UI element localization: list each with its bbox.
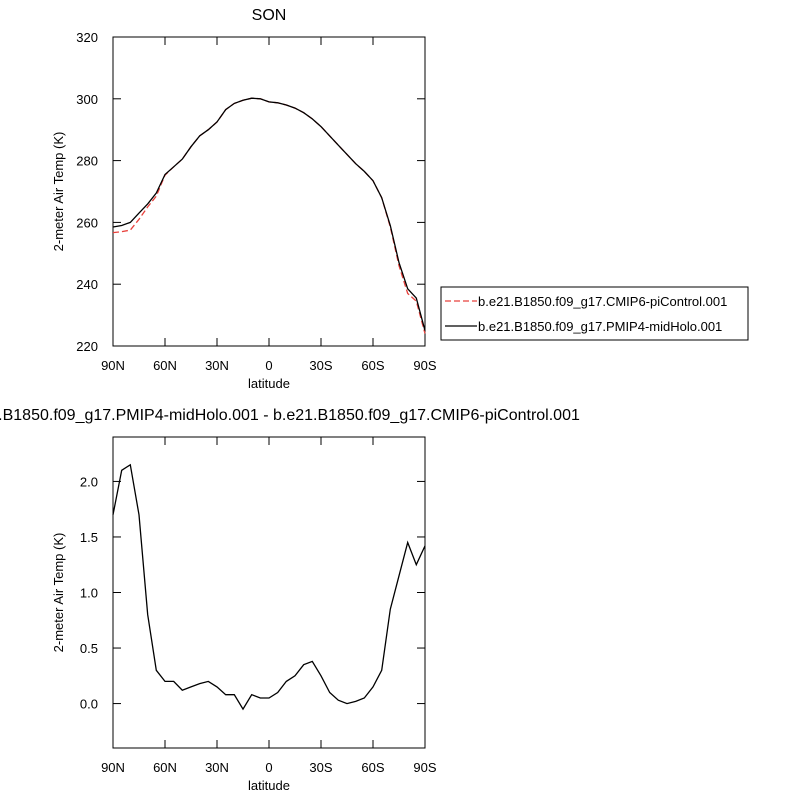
- chart-title: SON: [252, 7, 287, 24]
- x-tick-label: 0: [265, 760, 272, 775]
- x-tick-label: 60N: [153, 760, 177, 775]
- x-tick-label: 30S: [309, 358, 332, 373]
- x-tick-label: 30N: [205, 760, 229, 775]
- y-tick-label: 280: [76, 154, 98, 169]
- y-tick-label: 1.0: [80, 586, 98, 601]
- x-axis-label: latitude: [248, 778, 290, 793]
- y-axis-label: 2-meter Air Temp (K): [51, 132, 66, 252]
- chart-title: b.e21.B1850.f09_g17.PMIP4-midHolo.001 - …: [0, 407, 580, 424]
- y-tick-label: 1.5: [80, 530, 98, 545]
- x-tick-label: 90S: [413, 358, 436, 373]
- data-line: [112, 97, 426, 331]
- x-tick-label: 30N: [205, 358, 229, 373]
- legend-box: [440, 286, 749, 341]
- x-tick-label: 90N: [101, 760, 125, 775]
- y-tick-label: 240: [76, 277, 98, 292]
- x-tick-label: 90S: [413, 760, 436, 775]
- legend-label: b.e21.B1850.f09_g17.CMIP6-piControl.001: [478, 294, 727, 309]
- data-line: [112, 463, 426, 711]
- x-tick-label: 60N: [153, 358, 177, 373]
- y-axis-label: 2-meter Air Temp (K): [51, 533, 66, 653]
- y-tick-label: 0.5: [80, 641, 98, 656]
- x-axis-label: latitude: [248, 376, 290, 391]
- y-tick-label: 320: [76, 30, 98, 45]
- x-tick-label: 90N: [101, 358, 125, 373]
- x-tick-label: 30S: [309, 760, 332, 775]
- y-tick-label: 300: [76, 92, 98, 107]
- y-tick-label: 260: [76, 215, 98, 230]
- legend-label: b.e21.B1850.f09_g17.PMIP4-midHolo.001: [478, 319, 722, 334]
- y-tick-label: 220: [76, 339, 98, 354]
- x-tick-label: 0: [265, 358, 272, 373]
- x-tick-label: 60S: [361, 760, 384, 775]
- data-line: [112, 97, 426, 334]
- y-tick-label: 2.0: [80, 474, 98, 489]
- plot-frame: [112, 436, 426, 749]
- x-tick-label: 60S: [361, 358, 384, 373]
- y-tick-label: 0.0: [80, 697, 98, 712]
